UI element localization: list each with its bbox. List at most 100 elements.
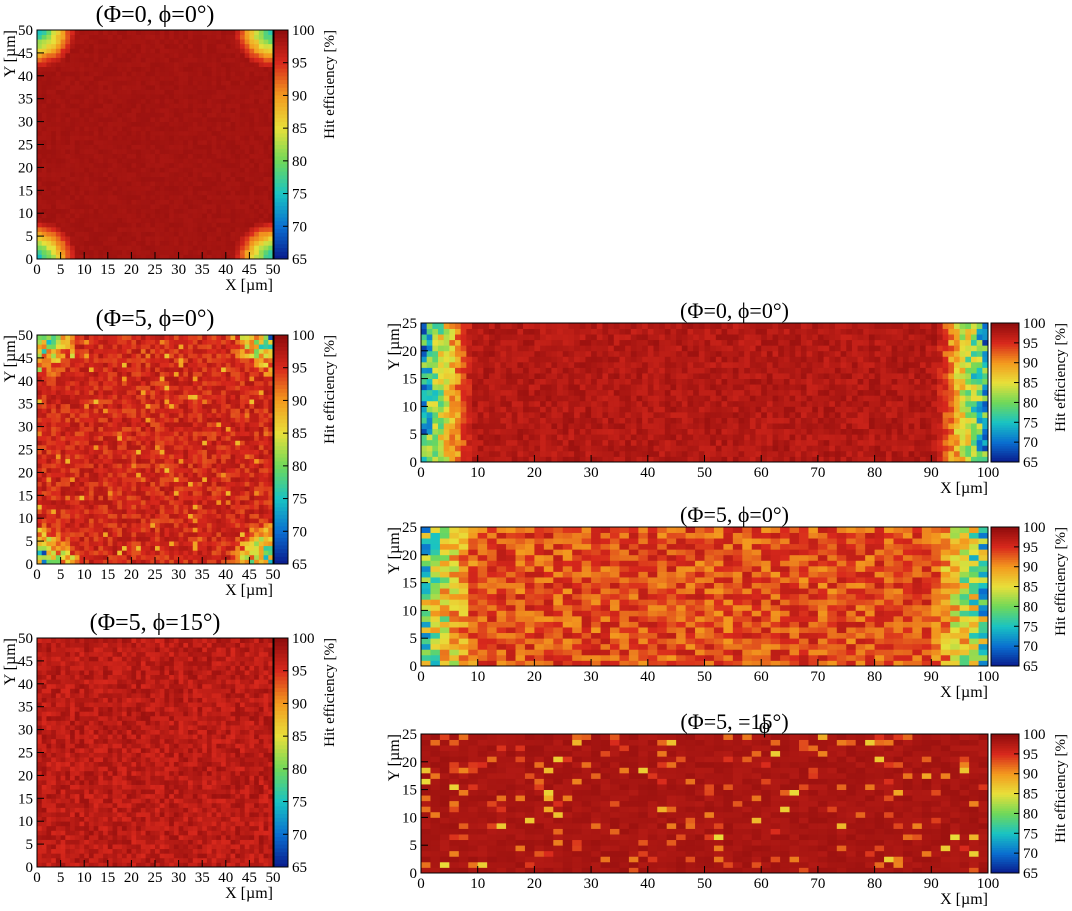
heatmap-cell xyxy=(164,422,170,427)
heatmap-cell xyxy=(169,504,175,510)
heatmap-cell xyxy=(244,545,250,551)
heatmap-cell xyxy=(263,458,269,464)
heatmap-cell xyxy=(188,403,194,409)
heatmap-cell xyxy=(206,371,213,377)
heatmap-cell xyxy=(211,71,217,77)
heatmap-cell xyxy=(121,545,128,551)
heatmap-cell xyxy=(51,121,57,127)
heatmap-cell xyxy=(239,52,246,58)
heatmap-cell xyxy=(103,167,109,173)
heatmap-cell xyxy=(221,135,227,141)
heatmap-cell xyxy=(41,449,47,455)
heatmap-cell xyxy=(140,380,146,386)
heatmap-cell xyxy=(88,176,95,182)
heatmap-cell xyxy=(159,231,165,237)
heatmap-cell xyxy=(126,75,132,81)
heatmap-cell xyxy=(169,181,175,187)
heatmap-cell xyxy=(55,454,61,460)
heatmap-cell xyxy=(41,117,47,122)
heatmap-cell xyxy=(197,208,203,214)
heatmap-cell xyxy=(239,362,246,368)
heatmap-cell xyxy=(112,226,118,232)
heatmap-cell xyxy=(112,121,118,127)
heatmap-cell xyxy=(235,481,241,487)
heatmap-cell xyxy=(173,89,179,95)
heatmap-cell xyxy=(55,486,61,492)
heatmap-cell xyxy=(41,440,47,446)
heatmap-cell xyxy=(131,149,137,155)
heatmap-cell xyxy=(88,181,95,187)
heatmap-cell xyxy=(51,536,57,542)
heatmap-cell xyxy=(150,422,156,427)
heatmap-cell xyxy=(88,367,95,373)
heatmap-cell xyxy=(112,149,118,155)
heatmap-cell xyxy=(46,135,52,141)
heatmap-cell xyxy=(46,376,52,382)
heatmap-cell xyxy=(225,348,231,354)
heatmap-cell xyxy=(221,48,227,54)
heatmap-cell xyxy=(258,89,264,95)
heatmap-cell xyxy=(140,385,146,391)
heatmap-cell xyxy=(121,518,128,524)
heatmap-cell xyxy=(84,367,90,373)
heatmap-cell xyxy=(183,34,189,40)
heatmap-cell xyxy=(211,231,217,237)
heatmap-cell xyxy=(216,181,222,187)
heatmap-cell xyxy=(197,449,203,455)
heatmap-cell xyxy=(136,486,142,492)
heatmap-cell xyxy=(88,440,95,446)
heatmap-cell xyxy=(84,472,90,478)
heatmap-cell xyxy=(183,135,189,141)
heatmap-cell xyxy=(169,389,175,395)
heatmap-cell xyxy=(51,39,57,45)
heatmap-cell xyxy=(221,213,227,219)
heatmap-cell xyxy=(79,144,85,150)
heatmap-cell xyxy=(88,52,95,58)
heatmap-cell xyxy=(225,380,231,386)
heatmap-cell xyxy=(93,57,99,63)
heatmap-cell xyxy=(206,389,213,395)
heatmap-cell xyxy=(178,149,184,155)
heatmap-cell xyxy=(202,412,208,418)
heatmap-cell xyxy=(150,98,156,104)
heatmap-cell xyxy=(211,399,217,405)
heatmap-cell xyxy=(41,412,47,418)
heatmap-cell xyxy=(155,536,161,542)
heatmap-cell xyxy=(84,240,90,246)
heatmap-cell xyxy=(37,199,43,205)
heatmap-cell xyxy=(88,403,95,409)
heatmap-cell xyxy=(206,126,213,132)
heatmap-cell xyxy=(268,454,274,460)
heatmap-cell xyxy=(126,449,132,455)
heatmap-cell xyxy=(244,107,250,113)
heatmap-cell xyxy=(140,208,146,214)
heatmap-cell xyxy=(126,89,132,95)
heatmap-cell xyxy=(145,121,151,127)
heatmap-cell xyxy=(202,472,208,478)
heatmap-cell xyxy=(145,89,151,95)
heatmap-cell xyxy=(263,431,269,437)
heatmap-cell xyxy=(159,121,165,127)
heatmap-cell xyxy=(136,71,142,77)
heatmap-cell xyxy=(216,499,222,505)
heatmap-cell xyxy=(55,245,61,251)
heatmap-cell xyxy=(79,435,85,441)
heatmap-cell xyxy=(164,245,170,251)
heatmap-cell xyxy=(230,89,236,95)
heatmap-cell xyxy=(88,48,95,54)
heatmap-cell xyxy=(173,536,179,542)
heatmap-cell xyxy=(60,126,66,132)
heatmap-cell xyxy=(46,541,52,547)
heatmap-cell xyxy=(70,417,76,423)
heatmap-cell xyxy=(55,254,61,260)
heatmap-cell xyxy=(98,527,104,533)
heatmap-cell xyxy=(188,89,194,95)
heatmap-cell xyxy=(239,458,246,464)
heatmap-cell xyxy=(173,362,179,368)
heatmap-cell xyxy=(225,490,231,496)
heatmap-cell xyxy=(65,463,71,469)
heatmap-cell xyxy=(258,380,264,386)
heatmap-cell xyxy=(211,431,217,437)
heatmap-cell xyxy=(159,426,165,432)
heatmap-cell xyxy=(70,362,76,368)
